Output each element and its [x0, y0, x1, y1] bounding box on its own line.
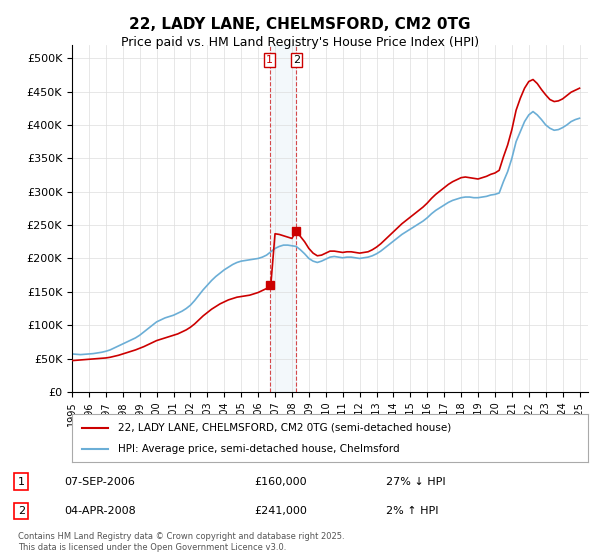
- Text: 27% ↓ HPI: 27% ↓ HPI: [386, 477, 446, 487]
- Text: 22, LADY LANE, CHELMSFORD, CM2 0TG: 22, LADY LANE, CHELMSFORD, CM2 0TG: [129, 17, 471, 32]
- Text: 2% ↑ HPI: 2% ↑ HPI: [386, 506, 439, 516]
- Text: 07-SEP-2006: 07-SEP-2006: [64, 477, 135, 487]
- Text: 1: 1: [266, 55, 273, 65]
- Text: 1: 1: [18, 477, 25, 487]
- Bar: [270, 45, 296, 392]
- Text: £160,000: £160,000: [254, 477, 307, 487]
- Text: HPI: Average price, semi-detached house, Chelmsford: HPI: Average price, semi-detached house,…: [118, 444, 400, 454]
- Text: Contains HM Land Registry data © Crown copyright and database right 2025.
This d: Contains HM Land Registry data © Crown c…: [18, 532, 344, 552]
- Text: 22, LADY LANE, CHELMSFORD, CM2 0TG (semi-detached house): 22, LADY LANE, CHELMSFORD, CM2 0TG (semi…: [118, 423, 452, 433]
- Text: 2: 2: [293, 55, 300, 65]
- Text: 04-APR-2008: 04-APR-2008: [64, 506, 136, 516]
- Text: Price paid vs. HM Land Registry's House Price Index (HPI): Price paid vs. HM Land Registry's House …: [121, 36, 479, 49]
- Text: 2: 2: [18, 506, 25, 516]
- Text: £241,000: £241,000: [254, 506, 307, 516]
